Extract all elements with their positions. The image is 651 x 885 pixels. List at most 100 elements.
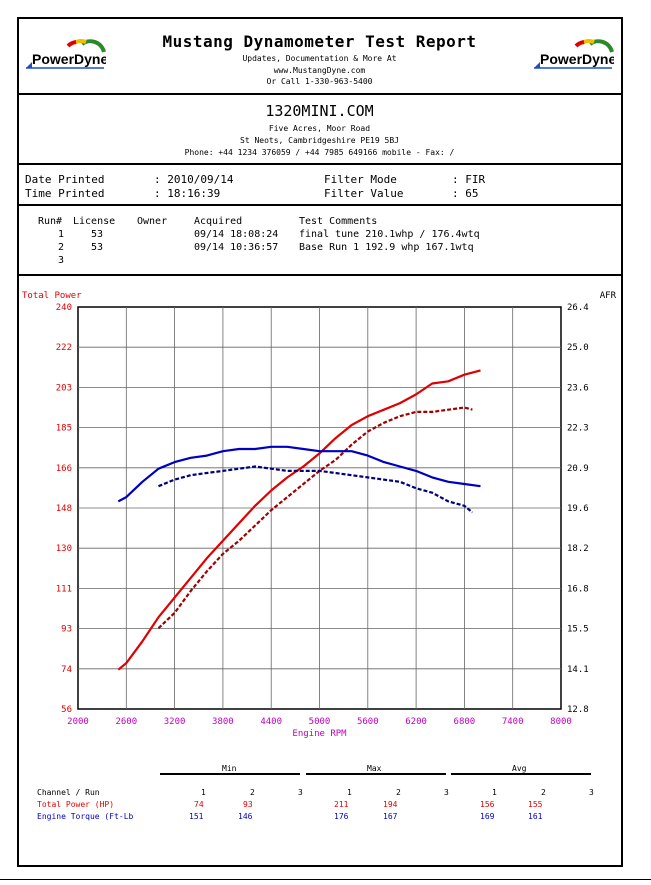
report-subtitle-2: www.MustangDyne.com [273, 66, 366, 75]
y-tick-label: 130 [56, 544, 72, 554]
x-axis-label: Engine RPM [292, 729, 347, 739]
x-tick-label: 8000 [550, 717, 572, 727]
y2-tick-label: 15.5 [567, 625, 589, 635]
powerdyne-logo-left: PowerDyne [26, 39, 106, 69]
y-tick-label: 111 [56, 584, 72, 594]
summary-power-label: Total Power (HP) [37, 800, 115, 809]
y-tick-label: 185 [56, 424, 72, 434]
svg-text:PowerDyne: PowerDyne [540, 51, 614, 67]
powerdyne-logo-right: PowerDyne [534, 39, 614, 69]
summary-avg-run1-header: 1 [492, 788, 497, 797]
runs-header-owner: Owner [137, 216, 168, 227]
y2-tick-label: 14.1 [567, 665, 589, 675]
y2-tick-label: 19.6 [567, 504, 589, 514]
x-tick-label: 3800 [212, 717, 234, 727]
date-printed-label: Date Printed [25, 173, 105, 186]
x-tick-label: 4400 [260, 717, 282, 727]
run-1-number: 1 [58, 229, 65, 240]
svg-text:PowerDyne: PowerDyne [32, 51, 106, 67]
run-2-comment: Base Run 1 192.9 whp 167.1wtq [299, 242, 474, 253]
summary-max-label: Max [367, 764, 382, 773]
filter-mode-value: : FIR [452, 173, 486, 186]
report-subtitle-1: Updates, Documentation & More At [242, 54, 397, 63]
x-tick-label: 2000 [67, 717, 89, 727]
y2-tick-label: 12.8 [567, 705, 589, 715]
summary-min-run2-header: 2 [250, 788, 255, 797]
summary-channel-header: Channel / Run [37, 788, 100, 797]
shop-info: 1320MINI.COM Five Acres, Moor Road St Ne… [18, 95, 621, 165]
shop-name: 1320MINI.COM [265, 102, 374, 120]
y2-tick-label: 25.0 [567, 343, 589, 353]
x-tick-label: 5000 [309, 717, 331, 727]
run-2-number: 2 [58, 242, 65, 253]
summary-avg-label: Avg [512, 764, 527, 773]
run-2-acquired: 09/14 10:36:57 [194, 242, 279, 253]
run-2-license: 53 [91, 242, 104, 253]
report-header: PowerDyne PowerDyne Mustang Dynamometer … [18, 18, 621, 95]
shop-address-1: Five Acres, Moor Road [268, 124, 371, 133]
summary-max-run2-header: 2 [396, 788, 401, 797]
y2-tick-label: 22.3 [567, 424, 589, 434]
y-tick-label: 148 [56, 504, 72, 514]
right-axis-label: AFR [600, 291, 617, 301]
avg-group-rule [451, 773, 591, 775]
y2-tick-label: 20.9 [567, 464, 589, 474]
x-tick-label: 6800 [454, 717, 476, 727]
y-tick-label: 222 [56, 343, 72, 353]
max-group-rule [306, 773, 446, 775]
summary-torque-min-1: 151 [189, 812, 204, 821]
summary-min-run3-header: 3 [298, 788, 303, 797]
filter-mode-label: Filter Mode [324, 173, 397, 186]
summary-power-min-1: 74 [194, 800, 204, 809]
time-printed-label: Time Printed [25, 187, 105, 200]
shop-phone: Phone: +44 1234 376059 / +44 7985 649166… [184, 148, 455, 157]
y2-tick-label: 26.4 [567, 303, 589, 313]
runs-header-run: Run# [38, 216, 63, 227]
summary-power-max-2: 194 [383, 800, 398, 809]
x-tick-label: 3200 [164, 717, 186, 727]
time-printed-value: : 18:16:39 [154, 187, 221, 200]
dyno-chart: 2000 2600 3200 3800 4400 5000 5600 6200 6800 7400… [22, 291, 617, 739]
filter-value-label: Filter Value [324, 187, 404, 200]
summary-torque-max-2: 167 [383, 812, 398, 821]
summary-min-run1-header: 1 [201, 788, 206, 797]
y2-tick-label: 18.2 [567, 544, 589, 554]
x-tick-label: 6200 [405, 717, 427, 727]
summary-power-max-1: 211 [334, 800, 349, 809]
report-title: Mustang Dynamometer Test Report [162, 32, 477, 51]
report-subtitle-3: Or Call 1-330-963-5400 [266, 77, 373, 86]
y2-tick-label: 16.8 [567, 584, 589, 594]
summary-power-avg-1: 156 [480, 800, 495, 809]
summary-avg-run2-header: 2 [541, 788, 546, 797]
shop-address-2: St Neots, Cambridgeshire PE19 5BJ [240, 136, 399, 145]
y-tick-label: 203 [56, 383, 72, 393]
summary-max-run1-header: 1 [347, 788, 352, 797]
y-tick-label: 240 [56, 303, 72, 313]
x-tick-label: 5600 [357, 717, 379, 727]
summary-torque-avg-1: 169 [480, 812, 495, 821]
y-tick-label: 56 [61, 705, 72, 715]
page-bottom-rule [0, 879, 651, 880]
x-tick-label: 2600 [115, 717, 137, 727]
summary-torque-max-1: 176 [334, 812, 349, 821]
runs-header-license: License [73, 216, 116, 227]
y2-tick-label: 23.6 [567, 383, 589, 393]
summary-power-avg-2: 155 [528, 800, 543, 809]
print-info: Date Printed : 2010/09/14 Time Printed :… [18, 165, 621, 206]
summary-min-label: Min [222, 764, 237, 773]
date-printed-value: : 2010/09/14 [154, 173, 234, 186]
summary-power-min-2: 93 [243, 800, 253, 809]
run-1-acquired: 09/14 18:08:24 [194, 229, 279, 240]
run-1-license: 53 [91, 229, 104, 240]
summary-torque-min-2: 146 [238, 812, 253, 821]
y-tick-label: 166 [56, 464, 72, 474]
x-tick-label: 7400 [502, 717, 524, 727]
left-axis-label: Total Power [22, 291, 82, 301]
summary-torque-label: Engine Torque (Ft-Lb [37, 812, 134, 821]
run-1-comment: final tune 210.1whp / 176.4wtq [299, 229, 480, 240]
filter-value-value: : 65 [452, 187, 479, 200]
runs-header-comments: Test Comments [299, 216, 378, 227]
y-tick-label: 93 [61, 625, 72, 635]
summary-torque-avg-2: 161 [528, 812, 543, 821]
y-tick-label: 74 [61, 665, 72, 675]
